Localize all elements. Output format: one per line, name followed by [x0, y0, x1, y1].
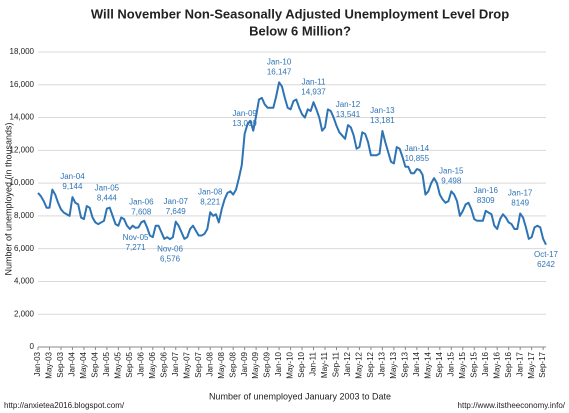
annotation-label: Jan-10: [267, 57, 292, 66]
annotation-label: Jan-11: [302, 77, 326, 86]
annotation-value: 10,855: [405, 154, 430, 163]
x-tick-label: Jan-16: [481, 351, 490, 376]
annotation-value: 7,271: [126, 243, 147, 252]
x-tick-label: May-07: [182, 351, 191, 378]
annotation-label: Jan-15: [439, 166, 464, 175]
annotation-value: 6242: [537, 260, 555, 269]
y-tick-label: 4,000: [14, 277, 35, 286]
x-tick-label: Jan-03: [33, 351, 42, 376]
x-axis-title: Number of unemployed January 2003 to Dat…: [209, 391, 391, 401]
x-tick-label: May-17: [527, 351, 536, 378]
annotation-value: 9,144: [62, 182, 83, 191]
annotation-value: 13,181: [370, 116, 395, 125]
annotation-value: 7,608: [131, 207, 152, 216]
x-tick-label: Jan-05: [102, 351, 111, 376]
x-tick-label: May-15: [458, 351, 467, 378]
x-tick-label: Jan-12: [343, 351, 352, 376]
annotation-value: 16,147: [267, 67, 292, 76]
annotation-label: Jan-17: [508, 189, 533, 198]
annotation-value: 7,649: [166, 207, 187, 216]
annotation-label: Jan-05: [95, 184, 120, 193]
x-tick-label: May-12: [355, 351, 364, 378]
annotation-label: Oct-17: [534, 250, 559, 259]
x-tick-label: May-09: [251, 351, 260, 378]
x-tick-label: May-11: [320, 351, 329, 378]
x-tick-label: May-03: [45, 351, 54, 378]
x-tick-label: Jan-04: [68, 351, 77, 376]
y-tick-label: 14,000: [10, 113, 35, 122]
annotation-label: Jan-16: [473, 186, 498, 195]
annotation-value: 8309: [477, 196, 495, 205]
annotation-value: 13,009: [232, 119, 257, 128]
annotation-value: 13,541: [336, 110, 361, 119]
x-tick-label: May-14: [423, 351, 432, 378]
x-tick-label: May-06: [148, 351, 157, 378]
annotation-label: Jan-06: [129, 197, 154, 206]
annotation-value: 6,576: [160, 254, 181, 263]
x-tick-label: Jan-06: [136, 351, 145, 376]
x-tick-label: Sep-17: [538, 351, 547, 377]
x-tick-label: May-13: [389, 351, 398, 378]
x-tick-label: Sep-12: [366, 351, 375, 377]
annotation-label: Jan-14: [405, 144, 430, 153]
x-tick-label: Jan-15: [446, 351, 455, 376]
x-tick-label: Sep-16: [504, 351, 513, 377]
annotation-label: Jan-04: [60, 172, 85, 181]
annotation-label: Jan-08: [198, 187, 223, 196]
x-tick-label: Sep-06: [159, 351, 168, 377]
x-tick-label: Sep-05: [125, 351, 134, 377]
chart-title: Below 6 Million?: [249, 23, 351, 38]
y-tick-label: 8,000: [14, 211, 35, 220]
x-tick-label: Jan-10: [274, 351, 283, 376]
y-tick-label: 12,000: [10, 145, 35, 154]
annotation-value: 8,221: [200, 197, 221, 206]
x-tick-label: May-16: [492, 351, 501, 378]
y-tick-label: 0: [30, 342, 35, 351]
x-tick-label: May-05: [113, 351, 122, 378]
y-axis-title: Number of unemployed (in thousands): [3, 122, 13, 275]
x-tick-label: Sep-11: [332, 351, 341, 377]
chart-title: Will November Non-Seasonally Adjusted Un…: [91, 6, 509, 21]
y-tick-label: 10,000: [10, 178, 35, 187]
footer-left: http://anxietea2016.blogspot.com/: [4, 401, 125, 410]
x-tick-label: Sep-03: [56, 351, 65, 377]
x-tick-label: Sep-13: [400, 351, 409, 377]
x-tick-label: Sep-04: [91, 351, 100, 377]
annotation-value: 14,937: [301, 87, 326, 96]
x-tick-label: Sep-15: [469, 351, 478, 377]
x-tick-label: Jan-09: [240, 351, 249, 376]
annotation-label: Jan-12: [336, 100, 361, 109]
annotation-label: Jan-07: [164, 197, 189, 206]
footer-right: http://www.itstheeconomy.info/: [458, 401, 566, 410]
x-tick-label: Sep-14: [435, 351, 444, 377]
x-tick-label: May-04: [79, 351, 88, 378]
annotation-label: Nov-05: [123, 233, 149, 242]
x-tick-label: May-10: [286, 351, 295, 378]
y-tick-label: 16,000: [10, 80, 35, 89]
x-tick-label: Jan-08: [205, 351, 214, 376]
x-tick-label: Jan-11: [309, 351, 318, 375]
annotation-label: Jan-09: [232, 109, 257, 118]
annotation-value: 8,444: [97, 194, 118, 203]
x-tick-label: Jan-13: [378, 351, 387, 376]
y-tick-label: 18,000: [10, 47, 35, 56]
x-tick-label: May-08: [217, 351, 226, 378]
annotation-label: Nov-06: [157, 244, 183, 253]
y-tick-label: 2,000: [14, 309, 35, 318]
x-tick-label: Sep-07: [194, 351, 203, 377]
x-tick-label: Sep-09: [263, 351, 272, 377]
x-tick-label: Jan-07: [171, 351, 180, 376]
annotation-value: 9,498: [441, 176, 462, 185]
x-tick-label: Jan-14: [412, 351, 421, 376]
data-line: [37, 81, 547, 246]
x-tick-label: Sep-08: [228, 351, 237, 377]
annotation-label: Jan-13: [370, 106, 395, 115]
annotation-value: 8149: [511, 199, 529, 208]
x-tick-label: Jan-17: [515, 351, 524, 376]
x-tick-label: Sep-10: [297, 351, 306, 377]
y-tick-label: 6,000: [14, 244, 35, 253]
